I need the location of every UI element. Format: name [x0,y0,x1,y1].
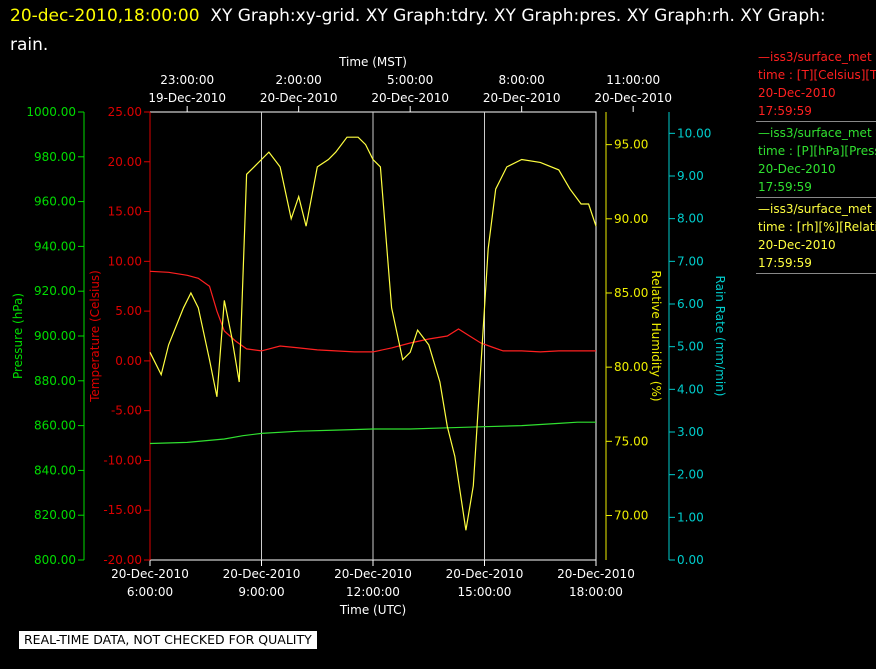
legend-text: —iss3/surface_met [758,50,872,64]
legend-text: 17:59:59 [758,104,812,118]
rain-tick-label: 2.00 [677,468,704,482]
top-axis-tick-time: 5:00:00 [387,73,433,87]
legend-text: 17:59:59 [758,256,812,270]
rain-tick-label: 1.00 [677,510,704,524]
legend-text: 20-Dec-2010 [758,162,836,176]
pressure-tick-label: 840.00 [34,463,76,477]
temperature-tick-label: -5.00 [111,404,142,418]
legend-text: 17:59:59 [758,180,812,194]
top-axis-tick-date: 20-Dec-2010 [483,91,561,105]
header-graph-list: XY Graph:xy-grid. XY Graph:tdry. XY Grap… [10,6,826,55]
rain-axis-title: Rain Rate (mm/min) [713,276,727,397]
pressure-axis-title: Pressure (hPa) [11,293,25,379]
pressure-tick-label: 900.00 [34,329,76,343]
pressure-tick-label: 920.00 [34,284,76,298]
top-axis-tick-date: 20-Dec-2010 [260,91,338,105]
temperature-tick-label: 5.00 [115,304,142,318]
bottom-axis-tick-date: 20-Dec-2010 [446,567,524,581]
legend-text: time : [P][hPa][Press [758,144,876,158]
series-line-pressure [149,421,596,445]
top-axis-tick-time: 23:00:00 [160,73,214,87]
humidity-axis-title: Relative Humidity (%) [649,270,663,401]
legend: —iss3/surface_met time : [T][Celsius][Te 2… [756,46,876,274]
temperature-tick-label: 0.00 [115,354,142,368]
bottom-axis-tick-date: 20-Dec-2010 [557,567,635,581]
temperature-tick-label: 10.00 [108,254,142,268]
bottom-axis-tick-date: 20-Dec-2010 [334,567,412,581]
humidity-tick-label: 75.00 [614,434,648,448]
rain-tick-label: 6.00 [677,297,704,311]
legend-text: 20-Dec-2010 [758,238,836,252]
humidity-tick-label: 90.00 [614,212,648,226]
bottom-axis-tick-time: 6:00:00 [127,585,173,599]
top-axis-tick-time: 11:00:00 [606,73,660,87]
top-axis-title: Time (MST) [338,55,407,69]
top-axis-tick-date: 19-Dec-2010 [148,91,226,105]
rain-tick-label: 8.00 [677,212,704,226]
pressure-tick-label: 1000.00 [26,105,76,119]
legend-text: —iss3/surface_met [758,202,872,216]
temperature-tick-label: 20.00 [108,155,142,169]
legend-text: 20-Dec-2010 [758,86,836,100]
chart-header: 20-dec-2010,18:00:00 XY Graph:xy-grid. X… [10,2,860,60]
humidity-tick-label: 70.00 [614,508,648,522]
top-axis-tick-date: 20-Dec-2010 [594,91,672,105]
rain-tick-label: 5.00 [677,340,704,354]
rain-tick-label: 9.00 [677,169,704,183]
pressure-tick-label: 860.00 [34,419,76,433]
temperature-tick-label: -15.00 [103,503,142,517]
series-line-humidity [149,136,597,531]
temperature-tick-label: -20.00 [103,553,142,567]
temperature-axis-title: Temperature (Celsius) [88,270,102,403]
series-line-temperature [149,270,596,353]
pressure-tick-label: 940.00 [34,239,76,253]
bottom-axis-tick-time: 12:00:00 [346,585,400,599]
rain-tick-label: 10.00 [677,126,711,140]
temperature-tick-label: 25.00 [108,105,142,119]
bottom-axis-tick-time: 18:00:00 [569,585,623,599]
humidity-tick-label: 80.00 [614,360,648,374]
humidity-tick-label: 85.00 [614,286,648,300]
bottom-axis-tick-date: 20-Dec-2010 [111,567,189,581]
legend-text: —iss3/surface_met [758,126,872,140]
pressure-tick-label: 960.00 [34,195,76,209]
header-datetime: 20-dec-2010,18:00:00 [10,6,200,26]
temperature-tick-label: -10.00 [103,453,142,467]
rain-tick-label: 0.00 [677,553,704,567]
rain-tick-label: 4.00 [677,382,704,396]
bottom-axis-title: Time (UTC) [339,603,406,617]
bottom-axis-tick-time: 15:00:00 [458,585,512,599]
bottom-axis-tick-date: 20-Dec-2010 [223,567,301,581]
legend-text: time : [T][Celsius][Te [758,68,876,82]
top-axis-tick-time: 2:00:00 [276,73,322,87]
temperature-tick-label: 15.00 [108,205,142,219]
legend-text: time : [rh][%][Relativ [758,220,876,234]
bottom-axis-tick-time: 9:00:00 [238,585,284,599]
pressure-tick-label: 980.00 [34,150,76,164]
top-axis-tick-time: 8:00:00 [499,73,545,87]
pressure-tick-label: 880.00 [34,374,76,388]
rain-tick-label: 3.00 [677,425,704,439]
top-axis-tick-date: 20-Dec-2010 [371,91,449,105]
pressure-tick-label: 800.00 [34,553,76,567]
pressure-tick-label: 820.00 [34,508,76,522]
humidity-tick-label: 95.00 [614,138,648,152]
rain-tick-label: 7.00 [677,254,704,268]
quality-badge: REAL-TIME DATA, NOT CHECKED FOR QUALITY [19,631,317,649]
